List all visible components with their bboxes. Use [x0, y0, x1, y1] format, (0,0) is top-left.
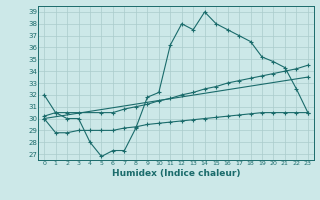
X-axis label: Humidex (Indice chaleur): Humidex (Indice chaleur)	[112, 169, 240, 178]
